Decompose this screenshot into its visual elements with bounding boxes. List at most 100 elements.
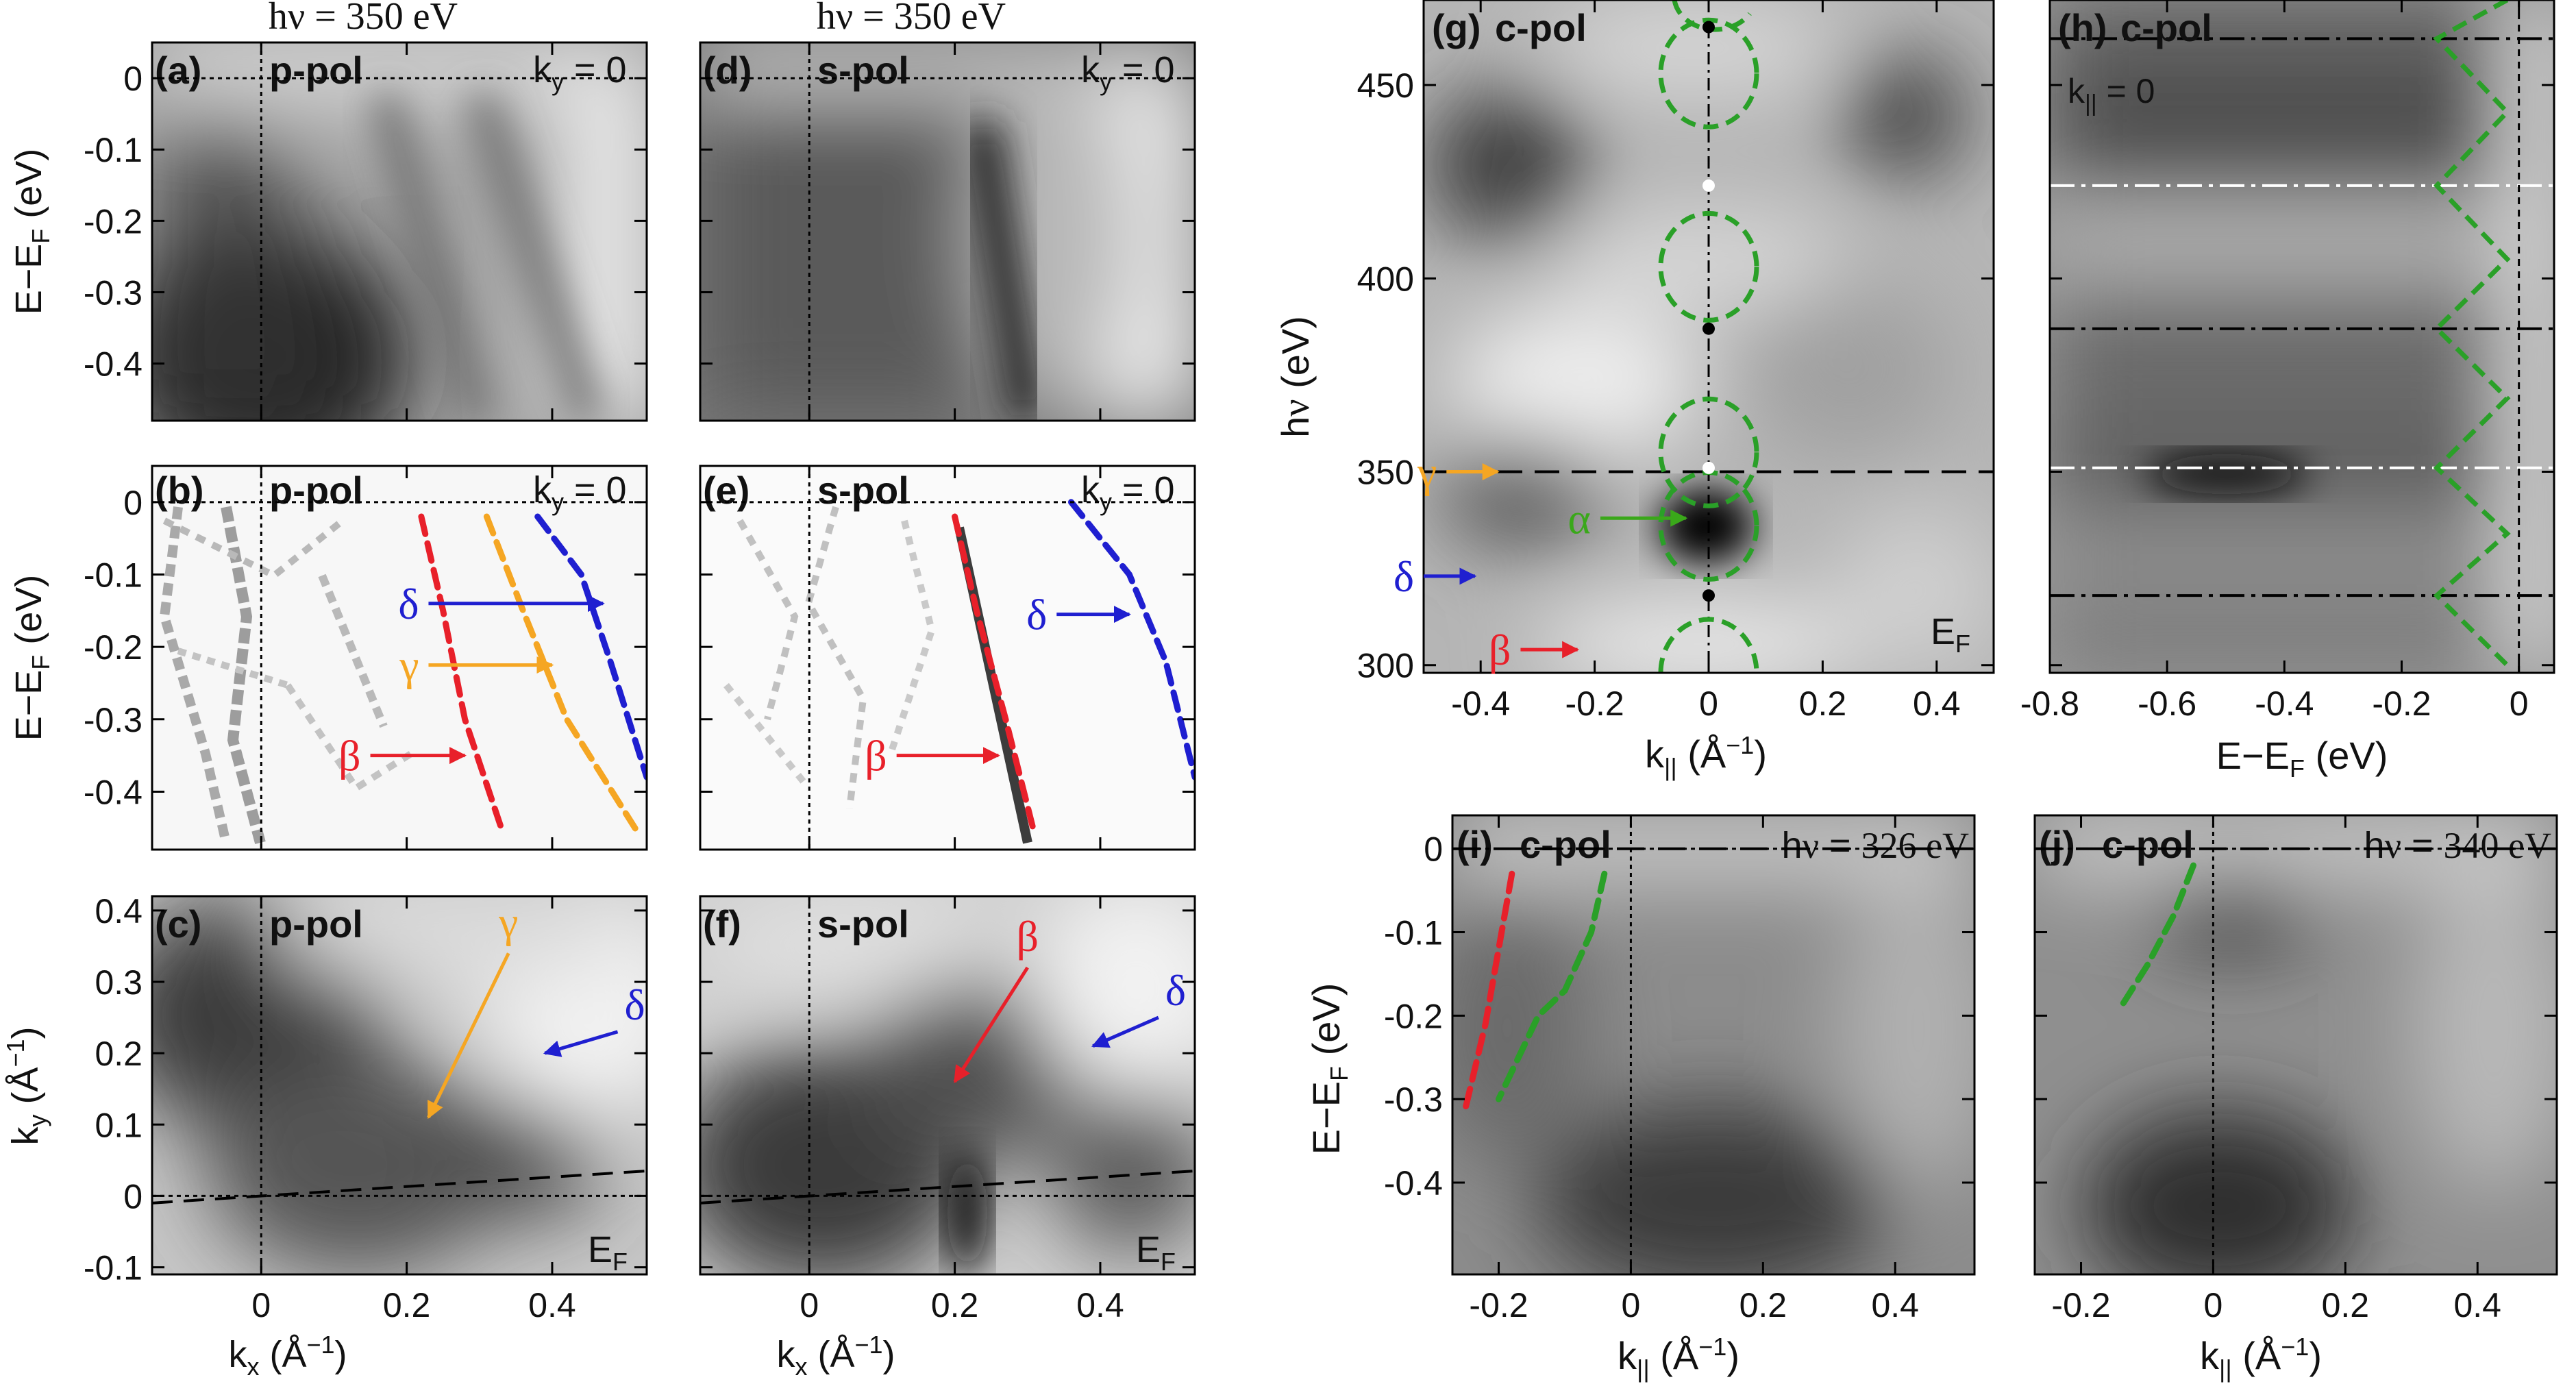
green-kz-circle <box>1658 396 1759 508</box>
panel-a-frame <box>151 41 648 422</box>
panel-d-label: (d) <box>703 49 752 92</box>
arrow-label-delta: δ <box>625 980 645 1029</box>
panel-i-label: (i) <box>1457 823 1493 866</box>
y-tick-label: 0.4 <box>95 892 143 930</box>
green-kz-circle-partial <box>1658 617 1759 673</box>
cut-direction-line <box>151 1169 647 1205</box>
panel-i-corner: hν = 326 eV <box>1782 825 1969 866</box>
panel-a-corner: ky = 0 <box>533 49 627 96</box>
panel-f: (f) s-pol EF kx (Å−1) 0 0.2 0.4 βδ <box>699 895 1196 1381</box>
x-tick-label: -0.8 <box>2020 684 2079 723</box>
y-tick-label: -0.3 <box>1384 1081 1443 1119</box>
panel-a-ylabel: E−EF (eV) <box>8 149 55 315</box>
y-tick-label: -0.1 <box>84 131 143 169</box>
panel-d-frame <box>699 41 1196 422</box>
arrow-beta <box>953 966 1029 1083</box>
x-tick-label: 0 <box>1622 1286 1641 1324</box>
panel-h-pol: c-pol <box>2120 6 2212 49</box>
x-tick-label: 0.2 <box>383 1286 431 1324</box>
panel-f-label: (f) <box>703 902 741 946</box>
panel-b-pol: p-pol <box>269 469 363 512</box>
y-tick-label: -0.2 <box>84 202 143 240</box>
arrow-label-alpha: α <box>1568 494 1591 543</box>
y-tick-label: 350 <box>1357 454 1414 492</box>
panel-g: (g) c-pol EF hν (eV) k|| (Å−1) 300350400… <box>1274 0 1995 781</box>
y-tick-label: -0.1 <box>84 1249 143 1287</box>
header-hv-a: hν = 350 eV <box>269 0 458 38</box>
green-zigzag-dispersion <box>2433 0 2511 667</box>
panel-g-label: (g) <box>1432 6 1481 49</box>
kz-marker <box>1702 179 1715 192</box>
y-tick-label: -0.2 <box>1384 997 1443 1035</box>
arrow-label-delta: δ <box>1026 591 1047 639</box>
arrow-delta <box>543 1030 619 1057</box>
x-tick-label: 0.4 <box>528 1286 576 1324</box>
band-alpha-dashed <box>2117 862 2196 1011</box>
panel-c-frame <box>151 895 648 1276</box>
arrow-label-beta: β <box>1489 626 1511 674</box>
green-kz-circle <box>1658 210 1759 323</box>
y-tick-label: 400 <box>1357 260 1414 298</box>
panel-i-pol: c-pol <box>1520 823 1611 866</box>
x-tick-label: 0.2 <box>1739 1286 1787 1324</box>
x-tick-label: 0.4 <box>1913 684 1961 723</box>
x-tick-label: -0.2 <box>1565 684 1624 723</box>
panel-f-xlabel: kx (Å−1) <box>776 1331 895 1381</box>
header-hv-d: hν = 350 eV <box>817 0 1006 38</box>
panel-j-label: (j) <box>2039 823 2075 866</box>
arrow-label-beta: β <box>1017 912 1039 961</box>
arrow-gamma <box>427 952 510 1120</box>
y-tick-label: -0.3 <box>84 701 143 739</box>
x-tick-label: 0.2 <box>2322 1286 2370 1324</box>
panel-c-ylabel: ky (Å−1) <box>1 1026 51 1145</box>
band-gamma-dashed <box>483 513 643 839</box>
panel-e-label: (e) <box>703 469 750 512</box>
panel-g-ylabel: hν (eV) <box>1274 316 1317 438</box>
y-tick-label: 300 <box>1357 647 1414 685</box>
x-tick-label: -0.2 <box>2372 684 2431 723</box>
x-tick-label: 0 <box>2510 684 2529 723</box>
arrow-label-delta: δ <box>398 580 419 628</box>
kz-marker <box>1702 322 1715 335</box>
x-tick-label: 0 <box>2204 1286 2223 1324</box>
x-tick-label: -0.2 <box>1469 1286 1528 1324</box>
y-tick-label: -0.4 <box>84 773 143 811</box>
y-tick-label: -0.1 <box>84 556 143 594</box>
y-tick-label: -0.1 <box>1384 914 1443 952</box>
kz-marker <box>1702 589 1715 602</box>
band-beta-dashed <box>952 513 1038 839</box>
x-tick-label: -0.6 <box>2138 684 2196 723</box>
kz-marker <box>1702 461 1715 474</box>
panel-h-corner: k|| = 0 <box>2068 72 2155 116</box>
panel-b-ylabel: E−EF (eV) <box>8 575 55 741</box>
panel-i: (i) c-pol hν = 326 eV E−EF (eV) k|| (Å−1… <box>1304 814 1976 1383</box>
x-tick-label: -0.4 <box>2255 684 2314 723</box>
panel-c-pol: p-pol <box>269 902 363 946</box>
y-tick-label: 0 <box>123 484 143 522</box>
y-tick-label: -0.4 <box>84 345 143 384</box>
panel-j: (j) c-pol hν = 340 eV k|| (Å−1) -0.2 0 0.2… <box>2033 814 2558 1383</box>
panel-a-pol: p-pol <box>269 49 363 92</box>
green-kz-circle <box>1658 17 1759 129</box>
arrow-label-delta: δ <box>1394 552 1414 601</box>
cut-direction-line <box>699 1169 1196 1205</box>
band-delta-dashed <box>1068 499 1195 780</box>
panel-j-frame <box>2033 814 2558 1276</box>
panel-c: (c) p-pol EF ky (Å−1) kx (Å−1) 0.40.30.2… <box>1 892 648 1381</box>
band-alpha-dashed <box>1496 870 1608 1102</box>
panel-d: (d) s-pol ky = 0 <box>699 41 1196 422</box>
panel-c-label: (c) <box>155 902 201 946</box>
y-tick-label: 0.3 <box>95 963 143 1002</box>
x-tick-label: 0.2 <box>1799 684 1847 723</box>
arrow-label-beta: β <box>865 732 887 780</box>
arrow-label-gamma: γ <box>399 641 419 690</box>
band-delta-dashed <box>534 513 647 780</box>
x-tick-label: 0.4 <box>1076 1286 1124 1324</box>
panel-e-pol: s-pol <box>817 469 909 512</box>
arrow-label-gamma: γ <box>1417 448 1437 497</box>
arrow-label-gamma: γ <box>498 898 518 946</box>
panel-e: (e) s-pol ky = 0 δ β <box>699 465 1196 851</box>
panel-d-pol: s-pol <box>817 49 909 92</box>
panel-h-label: (h) <box>2058 6 2107 49</box>
